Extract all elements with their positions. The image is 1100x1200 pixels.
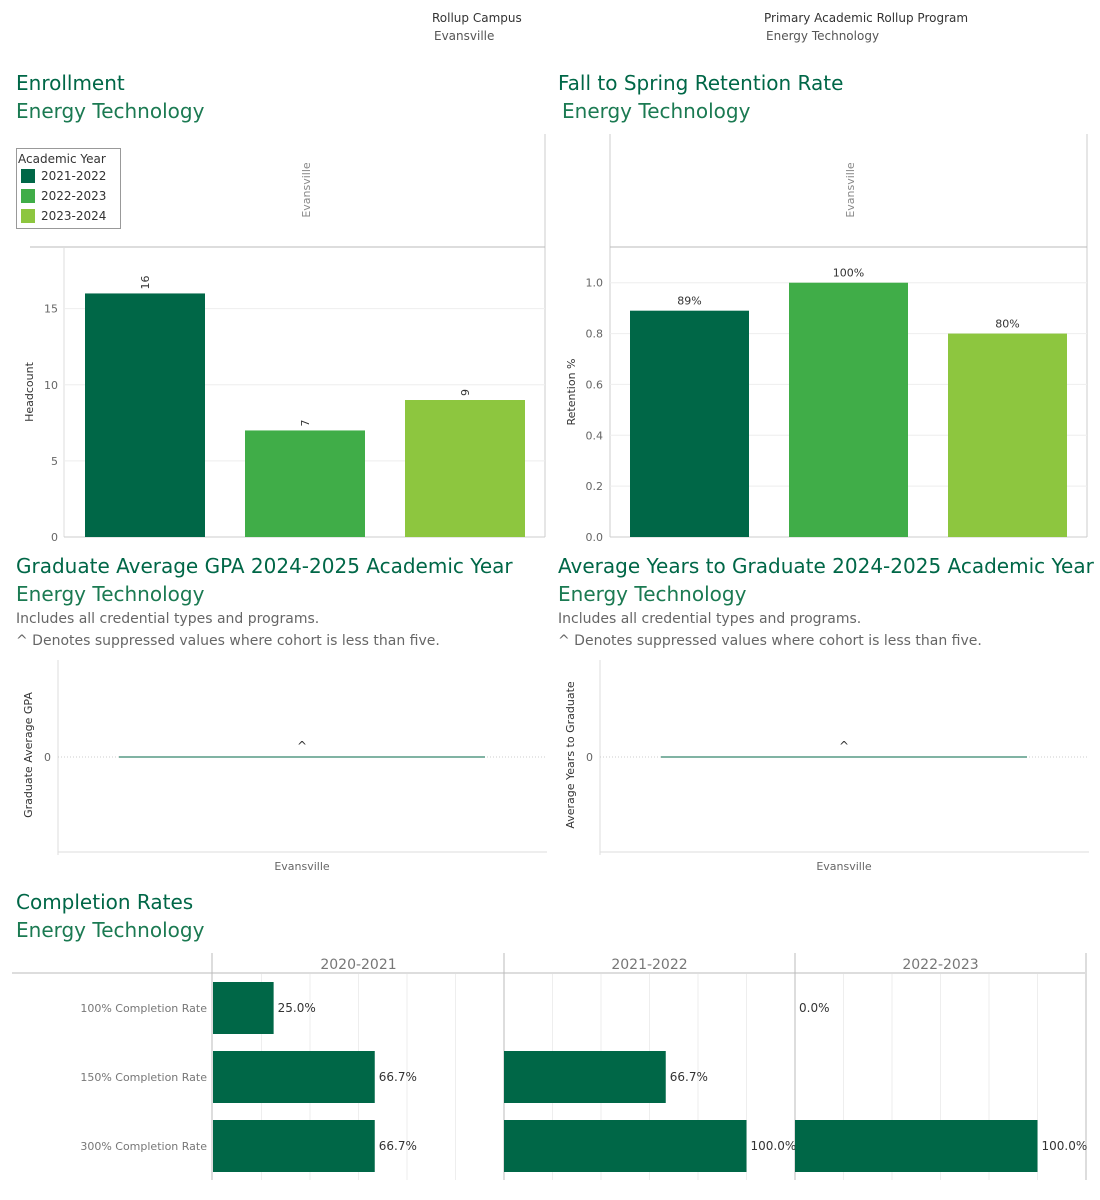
retention-bar[interactable] xyxy=(948,333,1067,537)
retention-bar[interactable] xyxy=(630,310,749,537)
completion-panel-header: 2022-2023 xyxy=(902,957,978,973)
enrollment-bar[interactable] xyxy=(85,293,205,537)
gpa-ylabel: Graduate Average GPA xyxy=(22,692,35,818)
years-xtick: Evansville xyxy=(816,860,872,873)
enrollment-ytick: 5 xyxy=(51,455,58,468)
completion-data-label: 66.7% xyxy=(670,1070,708,1084)
legend-title: Academic Year xyxy=(18,152,106,166)
gpa-value-label: ^ xyxy=(297,739,307,753)
retention-data-label: 89% xyxy=(677,295,701,308)
completion-data-label: 25.0% xyxy=(278,1001,316,1015)
enrollment-panel-label: Evansville xyxy=(300,162,313,218)
gpa-note-suppressed: ^ Denotes suppressed values where cohort… xyxy=(16,633,440,649)
completion-data-label: 66.7% xyxy=(379,1070,417,1084)
legend-item[interactable]: 2023-2024 xyxy=(18,206,116,226)
retention-ytick: 1.0 xyxy=(586,277,604,290)
legend-swatch xyxy=(21,169,35,183)
completion-data-label: 100.0% xyxy=(1042,1139,1088,1153)
enrollment-bar[interactable] xyxy=(405,400,525,537)
years-title: Average Years to Graduate 2024-2025 Acad… xyxy=(558,554,1094,578)
retention-panel-label: Evansville xyxy=(844,162,857,218)
years-ytick: 0 xyxy=(586,751,593,764)
gpa-note-credentials: Includes all credential types and progra… xyxy=(16,611,320,627)
completion-row-label: 150% Completion Rate xyxy=(80,1071,207,1084)
enrollment-bar[interactable] xyxy=(245,430,365,537)
campus-filter-value[interactable]: Evansville xyxy=(434,29,495,43)
gpa-chart: 0 ^ Graduate Average GPA Evansville xyxy=(22,660,547,873)
enrollment-chart: Evansville Headcount 0 5 10 15 16 7 9 xyxy=(23,134,546,542)
enrollment-ytick: 15 xyxy=(44,303,58,316)
completion-title: Completion Rates xyxy=(16,890,194,914)
enrollment-data-label: 9 xyxy=(459,389,472,396)
retention-data-label: 80% xyxy=(995,318,1019,331)
gpa-subtitle: Energy Technology xyxy=(16,582,205,606)
completion-data-label: 100.0% xyxy=(751,1139,797,1153)
campus-filter-label: Rollup Campus xyxy=(432,11,522,25)
retention-ylabel: Retention % xyxy=(565,359,578,426)
completion-panel-header: 2021-2022 xyxy=(611,957,687,973)
enrollment-legend: Academic Year 2021-2022 2022-2023 2023-2… xyxy=(16,148,121,229)
enrollment-data-label: 16 xyxy=(139,275,152,289)
completion-bar[interactable] xyxy=(213,1051,375,1103)
legend-item[interactable]: 2021-2022 xyxy=(18,166,116,186)
program-filter-value[interactable]: Energy Technology xyxy=(766,29,880,43)
years-note-credentials: Includes all credential types and progra… xyxy=(558,611,862,627)
retention-ytick: 0.0 xyxy=(586,531,604,542)
years-note-suppressed: ^ Denotes suppressed values where cohort… xyxy=(558,633,982,649)
gpa-xtick: Evansville xyxy=(274,860,330,873)
enrollment-ytick: 0 xyxy=(51,531,58,542)
retention-ytick: 0.2 xyxy=(586,480,604,493)
completion-bar[interactable] xyxy=(795,1120,1038,1172)
enrollment-title: Enrollment xyxy=(16,71,125,95)
retention-title: Fall to Spring Retention Rate xyxy=(558,71,844,95)
retention-bar[interactable] xyxy=(789,282,908,537)
completion-bar[interactable] xyxy=(213,982,274,1034)
completion-row-label: 100% Completion Rate xyxy=(80,1002,207,1015)
retention-subtitle: Energy Technology xyxy=(562,99,751,123)
legend-swatch xyxy=(21,209,35,223)
retention-ytick: 0.6 xyxy=(586,378,604,391)
program-filter-label: Primary Academic Rollup Program xyxy=(764,11,969,25)
completion-bar[interactable] xyxy=(504,1051,666,1103)
retention-chart: Evansville Retention % 0.0 0.2 0.4 0.6 0.8 1.… xyxy=(565,134,1088,542)
completion-subtitle: Energy Technology xyxy=(16,918,205,942)
completion-row-label: 300% Completion Rate xyxy=(80,1140,207,1153)
enrollment-data-label: 7 xyxy=(299,419,312,426)
enrollment-subtitle: Energy Technology xyxy=(16,99,205,123)
completion-bar[interactable] xyxy=(213,1120,375,1172)
completion-panel-header: 2020-2021 xyxy=(320,957,396,973)
gpa-ytick: 0 xyxy=(44,751,51,764)
gpa-title: Graduate Average GPA 2024-2025 Academic … xyxy=(16,554,513,578)
completion-data-label: 66.7% xyxy=(379,1139,417,1153)
legend-item-label: 2023-2024 xyxy=(41,209,107,223)
years-subtitle: Energy Technology xyxy=(558,582,747,606)
years-ylabel: Average Years to Graduate xyxy=(564,681,577,829)
retention-data-label: 100% xyxy=(833,267,864,280)
completion-chart: 2020-2021 2021-2022 2022-2023 100% Completi… xyxy=(12,953,1088,1180)
enrollment-ylabel: Headcount xyxy=(23,361,36,421)
years-value-label: ^ xyxy=(839,739,849,753)
years-chart: 0 ^ Average Years to Graduate Evansville xyxy=(564,660,1089,873)
enrollment-ytick: 10 xyxy=(44,379,58,392)
legend-item-label: 2021-2022 xyxy=(41,169,107,183)
legend-item-label: 2022-2023 xyxy=(41,189,107,203)
legend-swatch xyxy=(21,189,35,203)
completion-data-label: 0.0% xyxy=(799,1001,830,1015)
legend-item[interactable]: 2022-2023 xyxy=(18,186,116,206)
retention-ytick: 0.4 xyxy=(586,429,604,442)
completion-bar[interactable] xyxy=(504,1120,747,1172)
retention-ytick: 0.8 xyxy=(586,328,604,341)
